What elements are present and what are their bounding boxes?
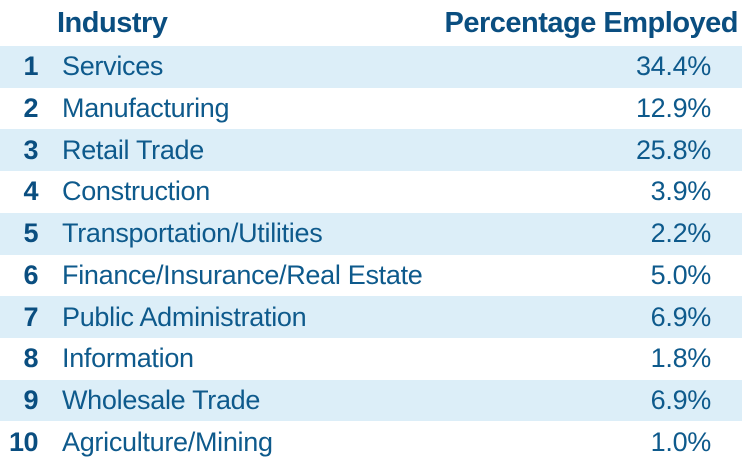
row-percentage: 12.9% bbox=[635, 93, 711, 124]
row-percentage: 34.4% bbox=[635, 51, 711, 82]
table-row: 9 Wholesale Trade 6.9% bbox=[0, 379, 742, 422]
row-industry: Construction bbox=[62, 176, 210, 207]
row-industry: Agriculture/Mining bbox=[62, 426, 273, 457]
row-rank: 1 bbox=[23, 51, 38, 82]
row-percentage: 5.0% bbox=[650, 259, 712, 290]
row-industry: Wholesale Trade bbox=[62, 384, 261, 415]
row-percentage: 1.8% bbox=[650, 343, 712, 374]
row-rank: 6 bbox=[23, 259, 38, 290]
table-row: 3 Retail Trade 25.8% bbox=[0, 129, 742, 172]
row-industry: Transportation/Utilities bbox=[62, 218, 323, 249]
table-row: 2 Manufacturing 12.9% bbox=[0, 87, 742, 130]
table-row: 5 Transportation/Utilities 2.2% bbox=[0, 212, 742, 255]
row-industry: Public Administration bbox=[62, 301, 307, 332]
row-rank: 4 bbox=[23, 176, 38, 207]
table-row: 10 Agriculture/Mining 1.0% bbox=[0, 421, 742, 463]
row-percentage: 6.9% bbox=[650, 384, 712, 415]
table-row: 7 Public Administration 6.9% bbox=[0, 296, 742, 338]
row-industry: Retail Trade bbox=[62, 134, 204, 165]
row-rank: 2 bbox=[23, 93, 38, 124]
percentage-column-header: Percentage Employed bbox=[444, 6, 739, 39]
row-rank: 3 bbox=[23, 134, 38, 165]
table-row: 4 Construction 3.9% bbox=[0, 171, 742, 213]
row-rank: 8 bbox=[23, 343, 38, 374]
row-rank: 9 bbox=[23, 384, 38, 415]
row-percentage: 2.2% bbox=[650, 218, 712, 249]
row-percentage: 25.8% bbox=[635, 134, 711, 165]
row-industry: Services bbox=[62, 51, 164, 82]
table-row: 6 Finance/Insurance/Real Estate 5.0% bbox=[0, 254, 742, 297]
row-industry: Manufacturing bbox=[62, 93, 230, 124]
row-industry: Finance/Insurance/Real Estate bbox=[62, 259, 423, 290]
row-percentage: 6.9% bbox=[650, 301, 712, 332]
table-row: 1 Services 34.4% bbox=[0, 46, 742, 88]
table-row: 8 Information 1.8% bbox=[0, 337, 742, 380]
row-rank: 7 bbox=[23, 301, 38, 332]
row-percentage: 1.0% bbox=[650, 426, 712, 457]
row-percentage: 3.9% bbox=[650, 176, 712, 207]
table-header-row: Industry Percentage Employed bbox=[0, 0, 742, 46]
row-rank: 10 bbox=[8, 426, 39, 457]
row-industry: Information bbox=[62, 343, 194, 374]
row-rank: 5 bbox=[23, 218, 38, 249]
industry-column-header: Industry bbox=[57, 6, 168, 39]
